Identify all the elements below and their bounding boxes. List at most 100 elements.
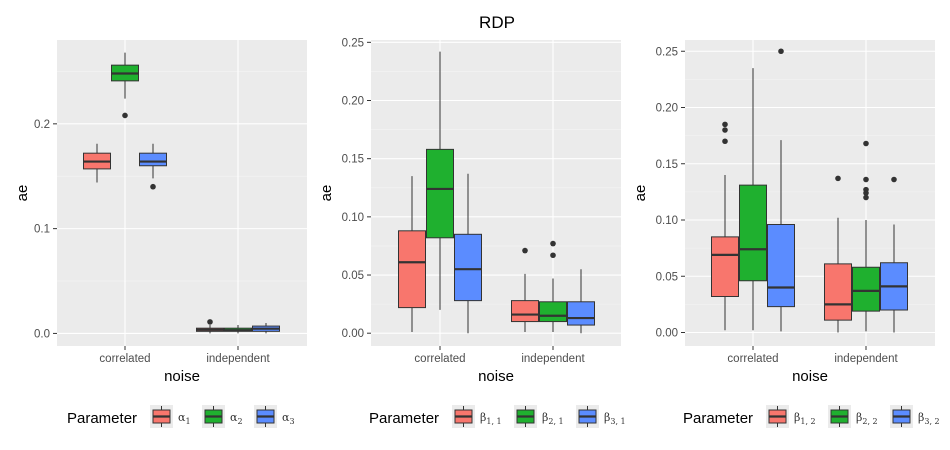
boxplot-independent-series-3 [880, 176, 908, 333]
x-tick-label: independent [521, 353, 585, 365]
x-tick-label: correlated [99, 353, 150, 365]
box-iqr [852, 266, 880, 312]
outlier-point [150, 183, 156, 190]
legend-label: β1, 2 [794, 411, 816, 426]
boxplot-correlated-series-3 [139, 143, 167, 190]
boxplot-correlated-series-2 [111, 52, 139, 119]
legend-label: α1 [178, 411, 191, 426]
outlier-point [863, 194, 869, 201]
boxplot-correlated-series-3 [454, 173, 482, 334]
outlier-point [522, 247, 528, 254]
legend: Parameter β1, 1 β2, 1 β3, 1 [369, 405, 626, 428]
outlier-point [863, 176, 869, 183]
box-iqr [398, 230, 426, 309]
x-tick-label: correlated [727, 353, 778, 365]
boxplot-correlated-series-1 [711, 121, 739, 331]
y-tick-label: 0.00 [656, 328, 678, 340]
box-iqr [567, 301, 595, 326]
y-tick-label: 0.1 [34, 224, 50, 236]
panel-background [57, 40, 307, 346]
y-axis-title: ae [632, 185, 649, 202]
legend-item-3: β3, 2 [890, 405, 940, 428]
outlier-point [835, 175, 841, 182]
figure-title: RDP [479, 13, 515, 32]
legend-item-3: β3, 1 [576, 405, 626, 428]
y-tick-label: 0.20 [656, 103, 678, 115]
y-tick-label: 0.10 [656, 215, 678, 227]
y-tick-label: 0.25 [342, 37, 364, 49]
legend-item-2: α2 [202, 405, 243, 428]
boxplot-independent-series-3 [567, 269, 595, 334]
legend-label: β2, 2 [856, 411, 878, 426]
y-tick-label: 0.2 [34, 119, 50, 131]
boxplot-independent-series-2 [539, 240, 567, 333]
outlier-point [207, 319, 213, 325]
outlier-point [122, 112, 128, 119]
y-tick-label: 0.0 [34, 328, 50, 340]
legend-label: α2 [230, 411, 243, 426]
x-axis-title: noise [164, 368, 200, 385]
y-axis-title: ae [318, 185, 335, 202]
legend-label: β1, 1 [480, 411, 502, 426]
box-iqr [824, 263, 852, 321]
box-iqr [711, 236, 739, 297]
legend-label: α3 [282, 411, 295, 426]
outlier-point [891, 176, 897, 183]
x-tick-label: independent [834, 353, 898, 365]
outlier-point [722, 138, 728, 145]
boxplot-independent-series-1 [196, 319, 224, 334]
legend-title: Parameter [369, 410, 439, 427]
legend: Parameter α1 α2 α3 [67, 405, 295, 428]
outlier-point [722, 121, 728, 128]
x-tick-label: independent [206, 353, 270, 365]
y-axis-title: ae [14, 185, 31, 202]
y-tick-label: 0.05 [342, 270, 364, 282]
boxplot-independent-series-1 [511, 247, 539, 333]
legend-label: β3, 1 [604, 411, 626, 426]
x-tick-label: correlated [414, 353, 465, 365]
legend-title: Parameter [683, 410, 753, 427]
y-tick-label: 0.10 [342, 212, 364, 224]
boxplot-independent-series-3 [252, 322, 280, 334]
x-axis-title: noise [478, 368, 514, 385]
legend-title: Parameter [67, 410, 137, 427]
boxplot-independent-series-2 [852, 140, 880, 332]
legend-item-1: β1, 2 [766, 405, 816, 428]
boxplot-independent-series-1 [824, 175, 852, 333]
y-tick-label: 0.25 [656, 46, 678, 58]
y-tick-label: 0.15 [342, 154, 364, 166]
boxplot-correlated-series-3 [767, 48, 795, 332]
legend: Parameter β1, 2 β2, 2 β3, 2 [683, 405, 940, 428]
outlier-point [863, 140, 869, 147]
panel-beta-2: 0.00 0.05 0.10 0.15 0.20 0.25 correlated indepe… [632, 40, 940, 428]
legend-label: β3, 2 [918, 411, 940, 426]
y-tick-label: 0.15 [656, 159, 678, 171]
box-iqr [139, 152, 167, 167]
x-axis-title: noise [792, 368, 828, 385]
boxplot-correlated-series-1 [83, 143, 111, 183]
legend-item-2: β2, 2 [828, 405, 878, 428]
legend-item-1: β1, 1 [452, 405, 502, 428]
y-tick-label: 0.00 [342, 328, 364, 340]
legend-item-2: β2, 1 [514, 405, 564, 428]
box-iqr [539, 301, 567, 323]
box-iqr [511, 300, 539, 323]
boxplot-independent-series-2 [224, 325, 252, 334]
outlier-point [550, 252, 556, 259]
boxplot-correlated-series-2 [739, 68, 767, 331]
outlier-point [722, 127, 728, 133]
box-iqr [767, 224, 795, 308]
box-iqr [454, 233, 482, 302]
box-iqr [739, 184, 767, 282]
boxplot-correlated-series-1 [398, 176, 426, 333]
outlier-point [550, 240, 556, 247]
outlier-point [863, 186, 869, 193]
y-tick-label: 0.05 [656, 271, 678, 283]
outlier-point [778, 48, 784, 55]
legend-label: β2, 1 [542, 411, 564, 426]
y-tick-label: 0.20 [342, 96, 364, 108]
legend-item-1: α1 [150, 405, 191, 428]
legend-item-3: α3 [254, 405, 295, 428]
panel-beta-1: 0.00 0.05 0.10 0.15 0.20 0.25 correlated indepe… [318, 37, 626, 428]
